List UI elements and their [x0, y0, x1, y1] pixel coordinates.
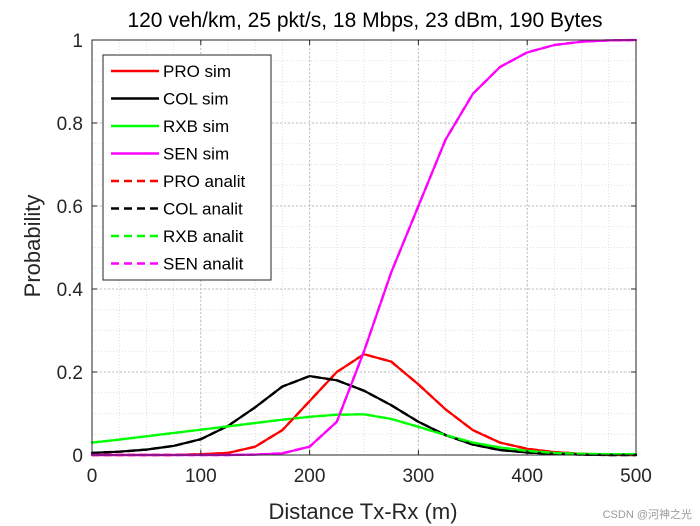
chart-title: 120 veh/km, 25 pkt/s, 18 Mbps, 23 dBm, 1…	[127, 9, 602, 32]
y-tick-label: 1	[72, 31, 83, 52]
x-tick-label: 300	[403, 466, 435, 487]
axes-box	[91, 39, 637, 456]
y-tick-labels: 0 0.2 0.4 0.6 0.8 1	[57, 31, 84, 467]
x-tick-label: 400	[511, 466, 543, 487]
y-tick-label: 0.2	[57, 363, 83, 384]
x-tick-label: 200	[294, 466, 326, 487]
x-tick-label: 500	[620, 466, 652, 487]
legend-label-col-sim: COL sim	[163, 90, 229, 109]
y-tick-label: 0.8	[57, 114, 83, 135]
legend-label-rxb-analit: RXB analit	[163, 227, 244, 246]
y-tick-label: 0.4	[57, 280, 84, 301]
legend-label-pro-sim: PRO sim	[163, 62, 231, 81]
x-axis-label: Distance Tx-Rx (m)	[268, 499, 457, 524]
y-tick-label: 0	[72, 446, 83, 467]
legend-label-sen-analit: SEN analit	[163, 255, 244, 274]
legend-label-rxb-sim: RXB sim	[163, 117, 229, 136]
x-tick-label: 100	[185, 466, 217, 487]
y-tick-label: 0.6	[57, 197, 83, 218]
y-axis-label: Probability	[20, 195, 45, 298]
legend: PRO sim COL sim RXB sim SEN sim PRO analit CO…	[102, 54, 272, 281]
legend-label-pro-analit: PRO analit	[163, 172, 245, 191]
x-tick-labels: 0 100 200 300 400 500	[87, 466, 652, 487]
x-tick-label: 0	[87, 466, 98, 487]
axes	[91, 39, 637, 456]
legend-label-sen-sim: SEN sim	[163, 145, 229, 164]
watermark-text: CSDN @河神之光	[603, 507, 692, 521]
series-line-rxb-analit	[90, 413, 638, 456]
legend-label-col-analit: COL analit	[163, 200, 243, 219]
legend-box	[102, 54, 272, 281]
